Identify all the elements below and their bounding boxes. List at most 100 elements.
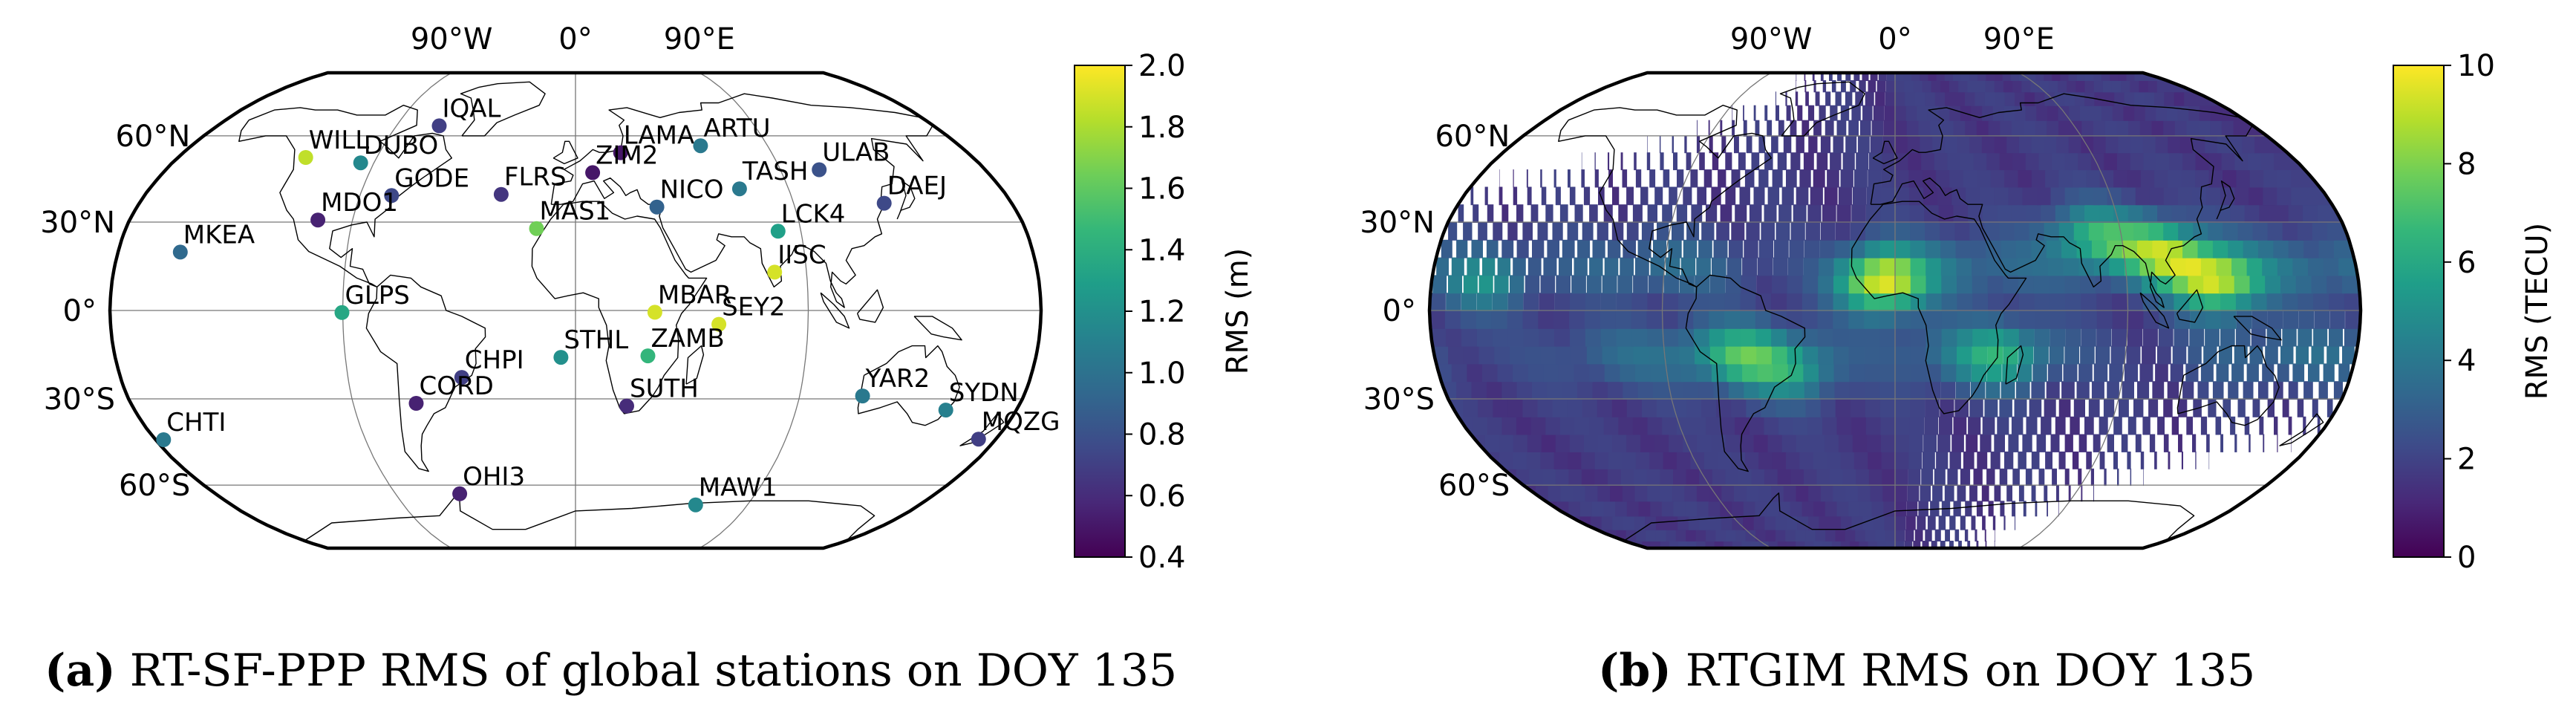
heat-cell xyxy=(1851,204,1866,223)
heat-cell xyxy=(1804,541,1822,548)
heat-cell xyxy=(1925,239,1942,258)
heat-cell xyxy=(1600,328,1619,347)
heat-cell xyxy=(1802,275,1819,294)
station-label: ZAMB xyxy=(651,324,725,354)
heat-cell xyxy=(1697,186,1706,206)
heat-cell xyxy=(1672,135,1674,154)
heat-cell xyxy=(1742,257,1758,276)
heat-cell xyxy=(1944,135,1961,154)
heat-cell xyxy=(1868,541,1879,548)
heat-cell xyxy=(1831,541,1847,548)
heat-cell xyxy=(1526,169,1528,188)
heat-cell xyxy=(2206,434,2210,452)
heat-cell xyxy=(1895,186,1911,206)
heat-cell xyxy=(2312,399,2318,417)
heat-cell xyxy=(1686,222,1700,241)
heat-cell xyxy=(2081,293,2098,311)
heat-cell xyxy=(2295,345,2309,365)
heat-cell xyxy=(1865,222,1881,241)
heat-cell xyxy=(1637,239,1651,258)
heat-cell xyxy=(2109,257,2127,276)
station-marker xyxy=(156,432,172,447)
heat-cell xyxy=(1822,80,1827,93)
heat-cell xyxy=(2122,381,2134,400)
heat-cell xyxy=(1951,434,1964,452)
heat-cell xyxy=(2251,328,2266,347)
heat-cell xyxy=(2220,293,2237,311)
heat-cell xyxy=(1972,328,1989,347)
heat-cell xyxy=(1926,345,1942,365)
heat-cell xyxy=(1853,73,1860,81)
heat-cell xyxy=(1864,310,1881,329)
heat-cell xyxy=(1554,328,1572,347)
heat-cell xyxy=(1881,169,1896,188)
heat-cell xyxy=(1796,541,1813,548)
heat-cell xyxy=(1753,105,1756,121)
heat-cell xyxy=(1827,169,1839,188)
heat-cell xyxy=(1818,275,1834,294)
heat-cell xyxy=(1819,363,1836,383)
heat-cell xyxy=(1586,275,1602,294)
heat-cell xyxy=(1850,222,1866,241)
heat-cell xyxy=(1513,257,1526,276)
heat-cell xyxy=(1538,310,1556,329)
heat-cell xyxy=(1608,169,1613,188)
heat-cell xyxy=(1883,501,1896,517)
heat-cell xyxy=(2230,416,2236,435)
heat-cell xyxy=(1985,541,1987,548)
heat-cell xyxy=(1731,222,1745,241)
heat-cell xyxy=(2017,257,2035,276)
heat-cell xyxy=(1612,186,1620,206)
heat-cell xyxy=(1906,501,1918,517)
heat-cell xyxy=(2181,451,2183,469)
heat-cell xyxy=(2112,293,2129,311)
heat-cell xyxy=(1870,73,1878,81)
heat-cell xyxy=(1865,239,1881,258)
heat-cell xyxy=(2143,310,2159,329)
heat-cell xyxy=(2235,328,2251,347)
heat-cell xyxy=(1571,275,1586,294)
heat-cell xyxy=(2023,501,2026,517)
heat-cell xyxy=(1931,541,1937,548)
heat-cell xyxy=(1743,105,1744,121)
lon-tick-label: 0° xyxy=(1878,22,1911,56)
heat-cell xyxy=(1615,310,1633,329)
heat-cell xyxy=(1879,275,1896,294)
heat-cell xyxy=(1895,275,1911,294)
heat-cell xyxy=(1756,275,1773,294)
heat-cell xyxy=(1725,152,1732,171)
heat-cell xyxy=(1949,541,1954,548)
map-frame xyxy=(1427,71,2363,550)
heat-cell xyxy=(1807,416,1825,435)
heat-cell xyxy=(2064,434,2073,452)
heat-cell xyxy=(1805,222,1821,241)
heat-cell xyxy=(2119,399,2129,417)
heat-cell xyxy=(1585,328,1603,347)
heat-cell xyxy=(1618,204,1628,223)
station-label: WILL xyxy=(309,126,370,155)
heat-cell xyxy=(1634,152,1637,171)
axis-labels: 90°W 0° 90°E 60°N 30°N 0° 30°S 60°S xyxy=(40,22,735,503)
heat-cell xyxy=(1848,310,1865,329)
station-label: GODE xyxy=(394,163,469,193)
heat-cell xyxy=(1866,186,1882,206)
caption-a: (a) RT-SF-PPP RMS of global stations on … xyxy=(45,645,1177,697)
heat-cell xyxy=(1836,416,1853,435)
heat-cell xyxy=(1602,345,1621,365)
heat-cell xyxy=(1812,73,1815,81)
heat-cell xyxy=(2234,345,2248,365)
heat-cell xyxy=(2326,399,2333,417)
heat-cell xyxy=(1467,257,1480,276)
heat-cell xyxy=(1724,328,1742,347)
heat-cell xyxy=(2003,515,2006,530)
heat-cell xyxy=(2249,275,2268,294)
heat-cell xyxy=(1463,275,1478,294)
heat-cell xyxy=(1721,135,1726,154)
heat-cell xyxy=(1756,345,1774,365)
heat-cell xyxy=(1478,222,1487,241)
heat-cell xyxy=(2093,485,2094,502)
heat-cell xyxy=(1478,275,1493,294)
heat-cell xyxy=(1693,328,1711,347)
colorbar-label: RMS (TECU) xyxy=(2520,223,2554,400)
heat-cell xyxy=(1908,169,1925,188)
